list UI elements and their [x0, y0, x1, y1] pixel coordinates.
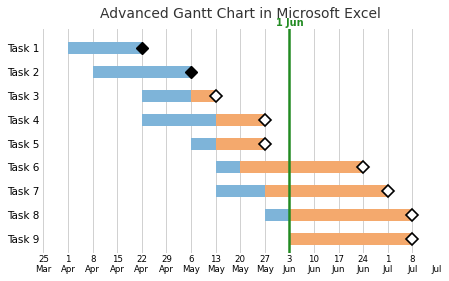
Bar	[142, 114, 216, 126]
Title: Advanced Gantt Chart in Microsoft Excel: Advanced Gantt Chart in Microsoft Excel	[100, 7, 381, 21]
Bar	[289, 233, 412, 245]
Bar	[216, 185, 265, 197]
Bar	[142, 90, 191, 102]
Bar	[191, 90, 216, 102]
Bar	[191, 138, 216, 149]
Bar	[68, 42, 142, 54]
Bar	[265, 185, 387, 197]
Bar	[216, 138, 265, 149]
Bar	[216, 162, 240, 173]
Text: 1 Jun: 1 Jun	[276, 18, 303, 28]
Bar	[240, 162, 363, 173]
Bar	[92, 66, 191, 78]
Bar	[216, 114, 265, 126]
Bar	[289, 209, 412, 221]
Bar	[265, 209, 289, 221]
